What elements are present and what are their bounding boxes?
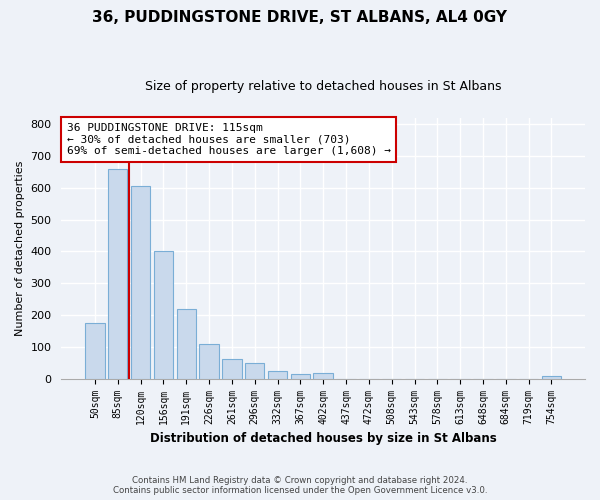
Bar: [176, 310, 196, 378]
Bar: [245, 364, 265, 378]
Bar: [268, 370, 287, 378]
Bar: [222, 358, 242, 378]
Bar: [542, 376, 561, 378]
Bar: [290, 374, 310, 378]
Bar: [108, 168, 127, 378]
X-axis label: Distribution of detached houses by size in St Albans: Distribution of detached houses by size …: [150, 432, 497, 445]
Title: Size of property relative to detached houses in St Albans: Size of property relative to detached ho…: [145, 80, 502, 93]
Bar: [85, 323, 104, 378]
Bar: [154, 252, 173, 378]
Text: 36, PUDDINGSTONE DRIVE, ST ALBANS, AL4 0GY: 36, PUDDINGSTONE DRIVE, ST ALBANS, AL4 0…: [92, 10, 508, 25]
Bar: [199, 344, 219, 378]
Bar: [131, 186, 150, 378]
Bar: [313, 373, 333, 378]
Text: Contains HM Land Registry data © Crown copyright and database right 2024.
Contai: Contains HM Land Registry data © Crown c…: [113, 476, 487, 495]
Y-axis label: Number of detached properties: Number of detached properties: [15, 160, 25, 336]
Text: 36 PUDDINGSTONE DRIVE: 115sqm
← 30% of detached houses are smaller (703)
69% of : 36 PUDDINGSTONE DRIVE: 115sqm ← 30% of d…: [67, 123, 391, 156]
